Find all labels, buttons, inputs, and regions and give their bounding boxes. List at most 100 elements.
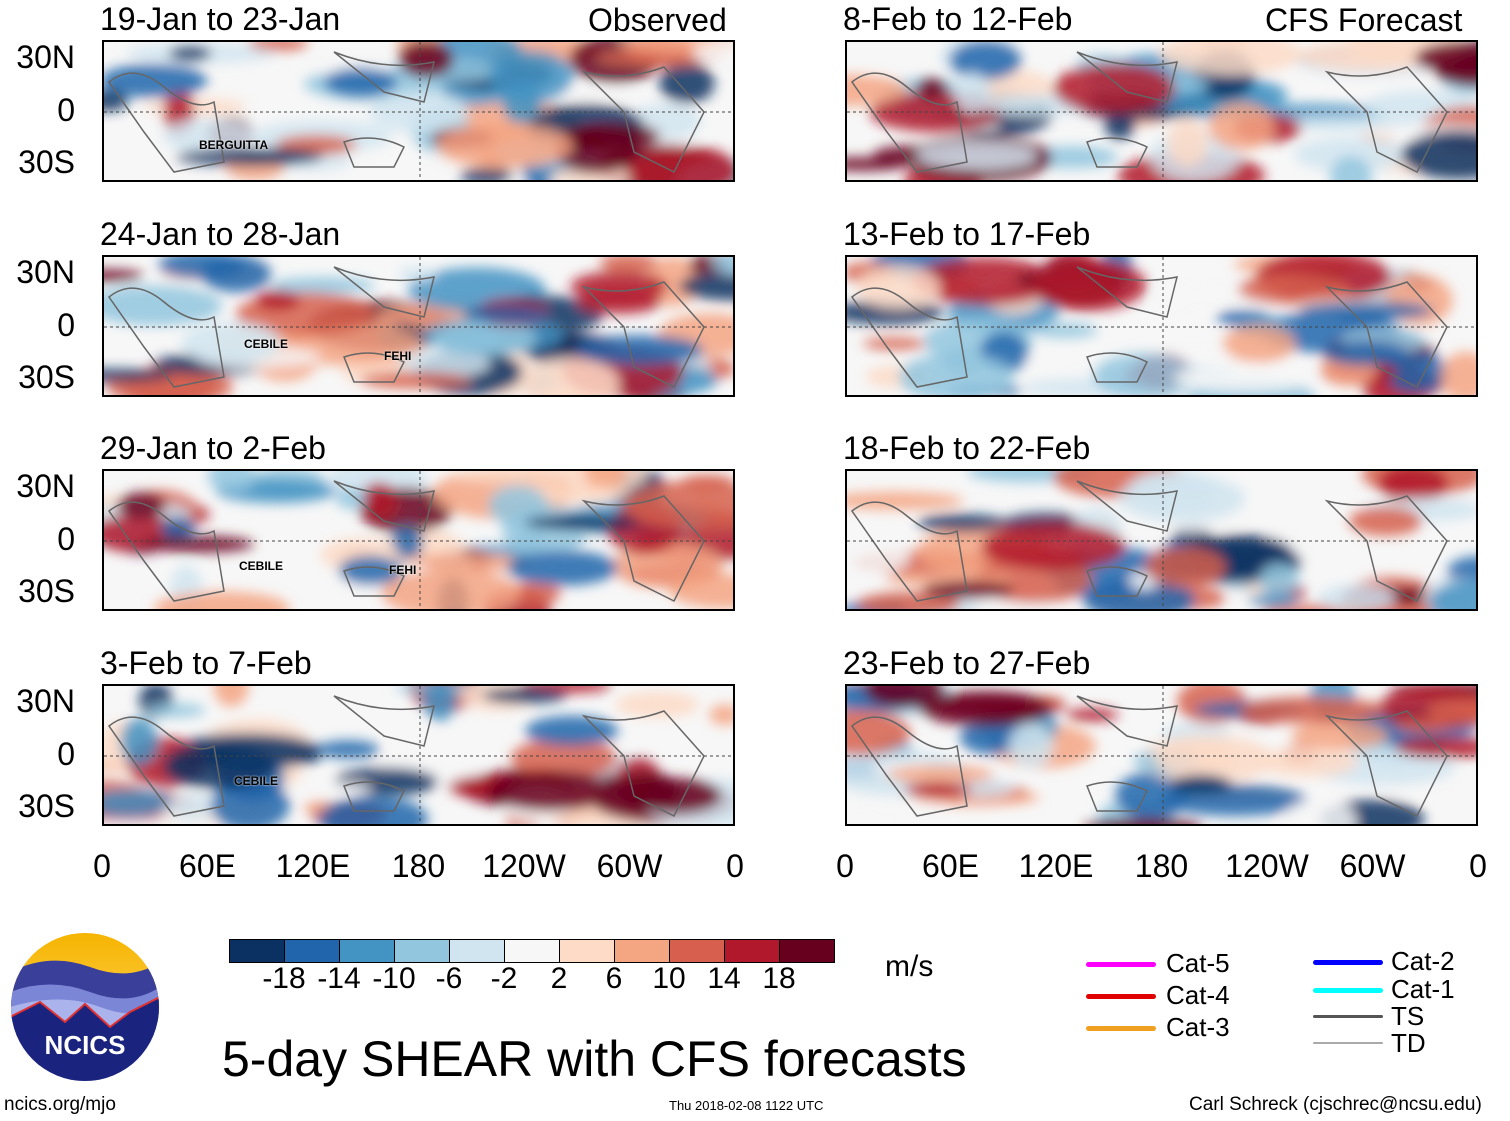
shear-region [1032,322,1098,339]
shear-region [520,358,620,395]
shear-region [487,771,616,812]
shear-region [561,123,661,149]
colorbar-swatch [780,940,834,962]
shear-region [1323,341,1408,366]
lat-tick-label: 30S [18,144,75,180]
shear-region [1169,774,1232,794]
shear-region [679,271,733,301]
shear-region [981,522,1125,571]
shear-region [104,90,129,112]
shear-region [1282,798,1357,824]
storm-label: CEBILE [244,337,289,351]
storm-label: CEBILE [234,774,279,788]
shear-region [856,266,941,309]
footer-timestamp: Thu 2018-02-08 1122 UTC [669,1098,824,1113]
shear-region [120,717,158,766]
shear-region [1428,579,1476,609]
shear-region [1383,352,1449,394]
shear-region [116,492,167,519]
lon-tick-label: 120E [1018,848,1094,884]
map-panel-observed: BERGUITTA [102,40,735,182]
shear-region [1317,584,1396,609]
panel-title: 8-Feb to 12-Feb [843,1,1073,37]
colorbar [229,939,835,963]
colorbar-swatch [395,940,450,962]
shear-region [255,290,300,311]
forecast-label: CFS Forecast [1265,2,1463,38]
storm-label: CEBILE [239,559,284,573]
shear-region [847,157,908,172]
legend-line-cat-5 [1086,962,1156,967]
shear-region [210,779,290,824]
lon-tick-label: 60W [596,848,663,884]
legend-line-cat-4 [1086,994,1156,999]
legend-label: Cat-4 [1166,980,1230,1010]
shear-region [158,257,246,279]
shear-region [1160,42,1302,76]
lat-tick-label: 30N [16,683,75,719]
shear-region [1156,283,1192,312]
shear-region [509,581,561,606]
shear-region [207,471,257,492]
shear-region [163,743,278,790]
lon-tick-label: 120E [275,848,351,884]
legend-label: Cat-2 [1391,946,1455,976]
lon-tick-label: 0 [726,848,744,884]
colorbar-swatch [560,940,615,962]
shear-region [847,300,944,325]
lon-tick-label: 0 [1469,848,1487,884]
coastline [850,480,1448,603]
shear-region [1237,274,1351,305]
shear-region [862,337,927,350]
lon-tick-label: 60E [179,848,236,884]
shear-region [1083,578,1195,609]
coastline [107,51,705,174]
colorbar-swatch [725,940,780,962]
shear-region [1440,351,1476,395]
shear-region [659,62,715,104]
coastline [850,51,1448,174]
colorbar-tick-label: -10 [372,962,416,995]
shear-region [1052,63,1176,114]
legend-label: TD [1391,1028,1426,1058]
shear-region [1238,696,1386,724]
legend-line-ts [1313,1015,1383,1018]
shear-region [488,50,574,103]
lat-tick-label: 30N [16,468,75,504]
map-panel-forecast [845,40,1478,182]
shear-region [630,777,722,814]
shear-region [248,42,309,52]
shear-region [1144,547,1226,588]
shear-region [847,491,964,510]
shear-region [1293,136,1408,173]
lat-tick-label: 30S [18,359,75,395]
shear-region [104,269,144,283]
colorbar-tick-label: -6 [435,962,463,995]
shear-region [912,257,1058,306]
shear-region [919,690,1053,727]
shear-region [359,371,472,389]
shear-region [1291,721,1389,750]
lon-tick-label: 60W [1339,848,1406,884]
lat-tick-label: 30N [16,254,75,290]
coastline [107,266,705,389]
lon-tick-label: 0 [93,848,111,884]
panel-title: 24-Jan to 28-Jan [100,216,341,252]
shear-region [1394,736,1476,759]
coastline [107,695,705,818]
lon-tick-label: 120W [1225,848,1309,884]
lon-tick-label: 0 [836,848,854,884]
coastline [850,695,1448,818]
footer-url[interactable]: ncics.org/mjo [4,1094,116,1115]
shear-region [1297,42,1435,71]
shear-region [709,704,733,726]
shear-region [1427,700,1476,725]
lon-tick-label: 180 [391,848,446,884]
shear-region [1008,723,1054,768]
storm-label: BERGUITTA [199,138,269,152]
shear-region [1104,111,1135,140]
shear-region [316,740,380,759]
shear-region [488,485,548,527]
shear-region [1257,747,1359,777]
legend-line-cat-1 [1313,988,1383,993]
